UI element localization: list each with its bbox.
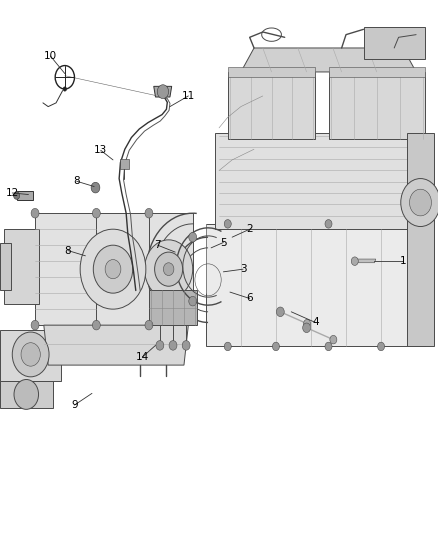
Text: 4: 4 <box>312 318 319 327</box>
Circle shape <box>169 341 177 350</box>
Circle shape <box>12 332 49 377</box>
Circle shape <box>351 257 358 265</box>
Polygon shape <box>154 86 172 97</box>
Circle shape <box>93 245 133 293</box>
Circle shape <box>189 232 197 242</box>
Circle shape <box>401 179 438 227</box>
Polygon shape <box>35 213 193 325</box>
Polygon shape <box>206 224 425 346</box>
Polygon shape <box>149 290 197 325</box>
Polygon shape <box>0 381 53 408</box>
Polygon shape <box>241 48 416 72</box>
Text: 10: 10 <box>44 51 57 61</box>
Circle shape <box>303 323 311 333</box>
Circle shape <box>14 192 20 199</box>
Circle shape <box>145 240 193 298</box>
Circle shape <box>21 343 40 366</box>
Circle shape <box>276 307 284 317</box>
Text: 12: 12 <box>6 188 19 198</box>
Circle shape <box>80 229 146 309</box>
Circle shape <box>304 319 311 328</box>
Polygon shape <box>120 159 129 169</box>
Text: 14: 14 <box>136 352 149 362</box>
Circle shape <box>63 87 67 91</box>
Polygon shape <box>0 330 61 381</box>
Circle shape <box>91 182 100 193</box>
Circle shape <box>325 220 332 228</box>
Circle shape <box>156 341 164 350</box>
Circle shape <box>272 342 279 351</box>
Circle shape <box>14 379 39 409</box>
Polygon shape <box>215 133 425 229</box>
Text: 11: 11 <box>182 91 195 101</box>
Polygon shape <box>228 67 315 77</box>
Text: 3: 3 <box>240 264 247 274</box>
Circle shape <box>325 342 332 351</box>
Polygon shape <box>4 229 39 304</box>
Circle shape <box>155 252 183 286</box>
Text: 2: 2 <box>246 224 253 234</box>
Text: 8: 8 <box>64 246 71 255</box>
Circle shape <box>224 220 231 228</box>
Text: 9: 9 <box>71 400 78 410</box>
Polygon shape <box>44 325 188 365</box>
Circle shape <box>31 320 39 330</box>
Text: 6: 6 <box>246 294 253 303</box>
Polygon shape <box>228 72 315 139</box>
Circle shape <box>92 320 100 330</box>
Circle shape <box>92 208 100 218</box>
Text: 13: 13 <box>94 146 107 155</box>
Polygon shape <box>328 72 425 139</box>
Text: 5: 5 <box>220 238 227 247</box>
Text: 8: 8 <box>73 176 80 186</box>
Polygon shape <box>364 27 425 59</box>
Circle shape <box>378 342 385 351</box>
Circle shape <box>330 335 337 344</box>
Text: 7: 7 <box>154 240 161 250</box>
Circle shape <box>145 208 153 218</box>
Circle shape <box>163 263 174 276</box>
Circle shape <box>189 296 197 306</box>
Polygon shape <box>17 191 33 200</box>
Circle shape <box>105 260 121 279</box>
Circle shape <box>182 341 190 350</box>
Text: 1: 1 <box>399 256 406 266</box>
Polygon shape <box>407 133 434 346</box>
Circle shape <box>157 85 169 99</box>
Polygon shape <box>0 243 11 290</box>
Polygon shape <box>355 259 376 263</box>
Circle shape <box>224 342 231 351</box>
Circle shape <box>145 320 153 330</box>
Circle shape <box>410 189 431 216</box>
Polygon shape <box>328 67 425 77</box>
Circle shape <box>31 208 39 218</box>
